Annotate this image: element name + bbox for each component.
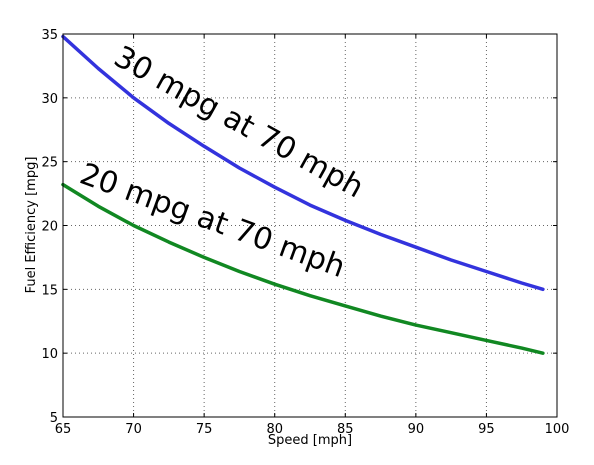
x-tick-label: 75 [196,422,213,437]
y-tick-label: 30 [41,92,58,107]
y-axis-label: Fuel Efficiency [mpg] [24,157,39,294]
x-tick-label: 95 [478,422,495,437]
series-line-1 [61,182,545,355]
series-lines [61,34,545,355]
y-tick-label: 35 [41,28,58,43]
x-axis-label: Speed [mph] [268,433,352,448]
x-tick-label: 65 [55,422,72,437]
axis-ticks: 65 70 75 80 85 90 95 100 5 10 15 20 25 30 35 [41,28,569,437]
x-tick-label: 85 [337,422,354,437]
y-tick-label: 15 [41,283,58,298]
y-tick-label: 25 [41,156,58,171]
y-tick-label: 5 [50,411,58,426]
x-tick-label: 80 [266,422,283,437]
x-tick-label: 90 [408,422,425,437]
x-tick-label: 100 [545,422,570,437]
y-tick-label: 10 [41,347,58,362]
x-tick-label: 70 [125,422,142,437]
series-line-0 [61,34,545,292]
y-tick-label: 20 [41,220,58,235]
